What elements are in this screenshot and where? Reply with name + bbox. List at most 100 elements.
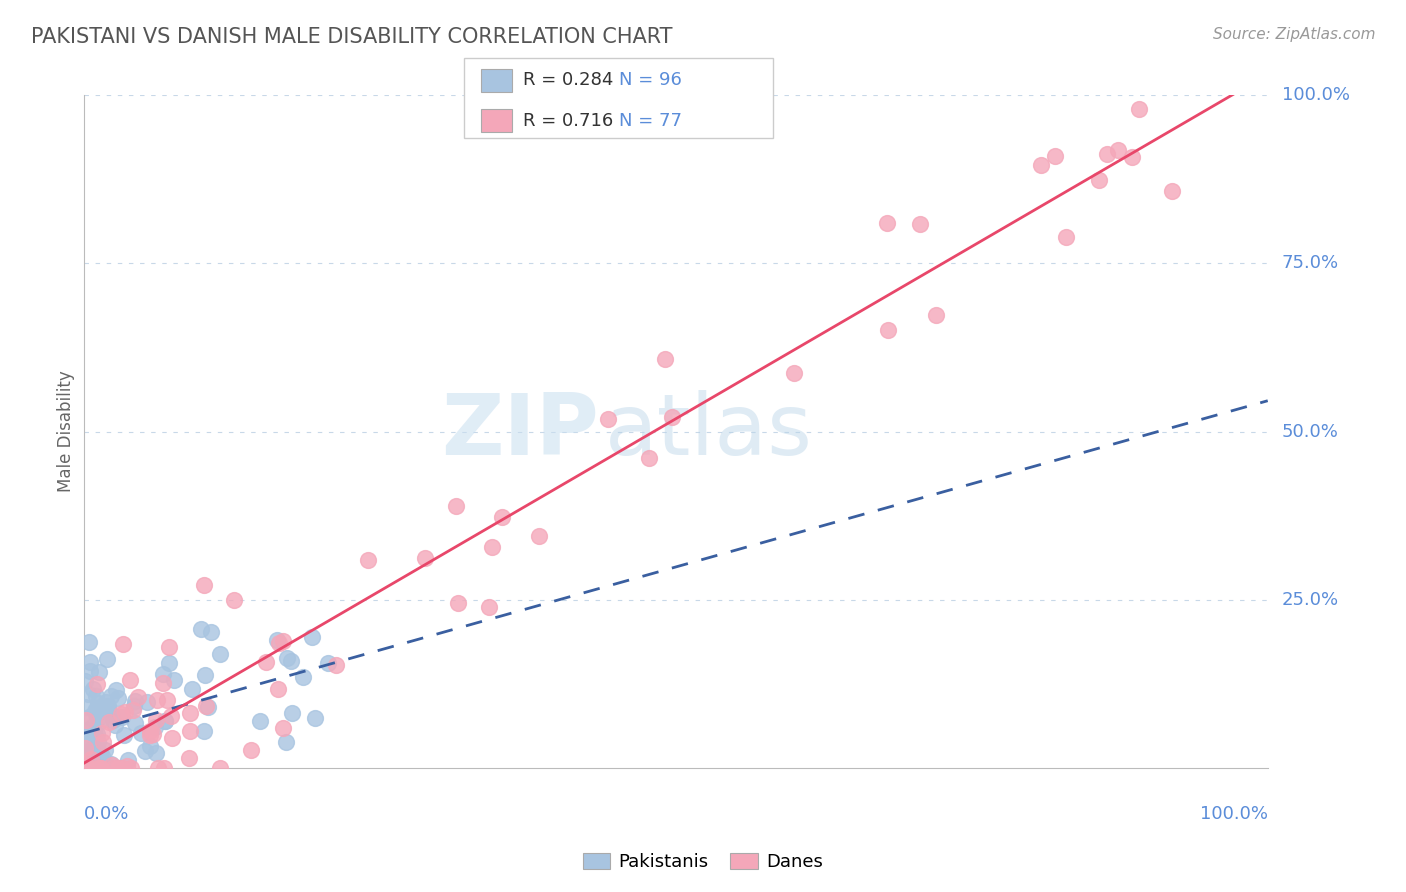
Point bbox=[146, 693, 169, 707]
Point bbox=[153, 714, 176, 728]
Text: N = 77: N = 77 bbox=[619, 112, 682, 129]
Point bbox=[876, 217, 898, 231]
Point bbox=[1088, 173, 1111, 187]
Point bbox=[120, 673, 142, 687]
Point bbox=[86, 742, 108, 756]
Point bbox=[79, 664, 101, 678]
Text: 75.0%: 75.0% bbox=[1282, 254, 1339, 272]
Point bbox=[413, 551, 436, 566]
Point bbox=[145, 713, 167, 727]
Point bbox=[107, 690, 129, 705]
Point bbox=[76, 749, 98, 764]
Point bbox=[75, 700, 97, 714]
Point bbox=[86, 761, 108, 775]
Point bbox=[194, 667, 217, 681]
Point bbox=[76, 687, 98, 701]
Point bbox=[357, 553, 380, 567]
Point bbox=[98, 715, 121, 730]
Point bbox=[527, 529, 550, 543]
Point bbox=[110, 706, 132, 721]
Text: atlas: atlas bbox=[605, 390, 813, 473]
Point bbox=[79, 761, 101, 775]
Point bbox=[111, 761, 134, 775]
Point bbox=[89, 665, 111, 680]
Point bbox=[82, 759, 104, 773]
Point bbox=[121, 703, 143, 717]
Text: 50.0%: 50.0% bbox=[1282, 423, 1339, 441]
Point bbox=[84, 748, 107, 763]
Text: Source: ZipAtlas.com: Source: ZipAtlas.com bbox=[1212, 27, 1375, 42]
Point bbox=[101, 708, 124, 723]
Point bbox=[73, 761, 96, 775]
Point bbox=[94, 742, 117, 756]
Point bbox=[139, 723, 162, 738]
Point bbox=[1043, 149, 1066, 163]
Point bbox=[145, 746, 167, 760]
Point bbox=[75, 674, 97, 689]
Point bbox=[163, 673, 186, 688]
Point bbox=[877, 323, 900, 337]
Point bbox=[249, 714, 271, 729]
Point bbox=[127, 690, 149, 705]
Point bbox=[89, 761, 111, 775]
Point bbox=[1095, 147, 1118, 161]
Point bbox=[276, 651, 298, 665]
Point bbox=[82, 681, 104, 696]
Point bbox=[97, 700, 120, 714]
Point bbox=[316, 656, 339, 670]
Point bbox=[101, 758, 124, 772]
Point bbox=[77, 747, 100, 761]
Point bbox=[1161, 185, 1184, 199]
Point bbox=[96, 651, 118, 665]
Point bbox=[87, 735, 110, 749]
Point bbox=[782, 366, 804, 380]
Point bbox=[209, 761, 232, 775]
Point bbox=[100, 689, 122, 703]
Point bbox=[120, 761, 142, 775]
Point bbox=[77, 761, 100, 775]
Point bbox=[86, 727, 108, 741]
Point bbox=[156, 693, 179, 707]
Point bbox=[491, 510, 513, 524]
Point bbox=[80, 752, 103, 766]
Point bbox=[84, 761, 107, 775]
Point bbox=[87, 711, 110, 725]
Point bbox=[1031, 158, 1053, 172]
Point bbox=[96, 696, 118, 710]
Point bbox=[98, 761, 121, 775]
Point bbox=[291, 670, 314, 684]
Point bbox=[266, 633, 288, 648]
Text: R = 0.284: R = 0.284 bbox=[523, 71, 613, 89]
Text: PAKISTANI VS DANISH MALE DISABILITY CORRELATION CHART: PAKISTANI VS DANISH MALE DISABILITY CORR… bbox=[31, 27, 672, 46]
Point bbox=[86, 761, 108, 775]
Point bbox=[267, 635, 290, 649]
Point bbox=[152, 667, 174, 681]
Point bbox=[83, 705, 105, 719]
Point bbox=[177, 751, 200, 765]
Point bbox=[925, 308, 948, 322]
Point bbox=[478, 599, 501, 614]
Point bbox=[90, 761, 112, 775]
Point bbox=[82, 761, 104, 775]
Point bbox=[86, 739, 108, 754]
Point bbox=[89, 747, 111, 761]
Point bbox=[254, 655, 277, 669]
Point bbox=[139, 739, 162, 753]
Point bbox=[162, 731, 184, 746]
Point bbox=[89, 714, 111, 729]
Text: 100.0%: 100.0% bbox=[1199, 805, 1268, 822]
Point bbox=[107, 761, 129, 775]
Point bbox=[1128, 103, 1150, 117]
Point bbox=[654, 351, 676, 366]
Point bbox=[89, 761, 111, 775]
Point bbox=[103, 761, 125, 775]
Point bbox=[111, 637, 134, 651]
Text: 25.0%: 25.0% bbox=[1282, 591, 1339, 608]
Point bbox=[325, 657, 347, 672]
Point bbox=[596, 411, 619, 425]
Point bbox=[100, 757, 122, 772]
Point bbox=[142, 727, 165, 741]
Point bbox=[190, 622, 212, 636]
Y-axis label: Male Disability: Male Disability bbox=[58, 371, 75, 492]
Point bbox=[280, 654, 302, 668]
